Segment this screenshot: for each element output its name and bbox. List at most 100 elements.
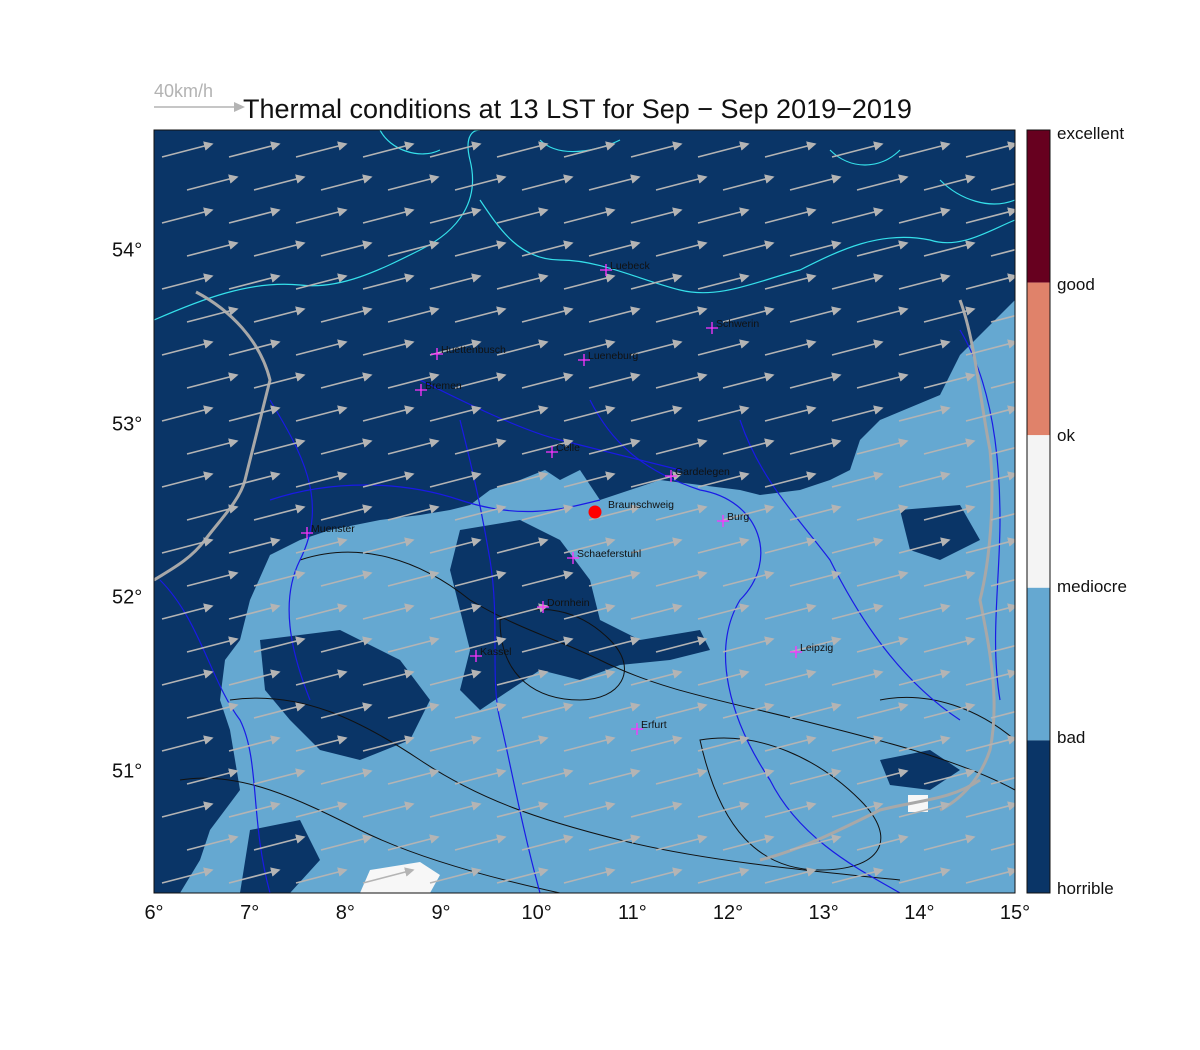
city-erfurt[interactable]: Erfurt [631, 719, 667, 735]
city-schaeferstuhl[interactable]: Schaeferstuhl [567, 548, 641, 564]
wind-arrow-icon [295, 141, 348, 158]
wind-arrow-icon [789, 636, 842, 653]
city-dornhein[interactable]: Dornhein [537, 597, 590, 613]
wind-arrow-icon [856, 702, 909, 719]
wind-arrow-icon [923, 636, 976, 653]
wind-arrow-icon [898, 405, 951, 422]
wind-arrow-icon [965, 273, 1015, 290]
wind-arrow-icon [253, 240, 306, 257]
wind-arrow-icon [789, 240, 842, 257]
city-label: Kassel [480, 646, 512, 658]
wind-arrow-icon [521, 636, 574, 653]
wind-arrow-icon [429, 141, 482, 158]
wind-arrow-icon [362, 867, 415, 884]
wind-arrow-icon [697, 405, 750, 422]
wind-arrow-icon [588, 636, 641, 653]
wind-arrow-icon [764, 273, 817, 290]
wind-arrow-icon [563, 141, 616, 158]
city-leipzig[interactable]: Leipzig [790, 642, 833, 658]
city-marker-icon [665, 470, 677, 482]
wind-arrow-icon [789, 702, 842, 719]
city-lueneburg[interactable]: Lueneburg [578, 350, 638, 366]
wind-arrow-icon [764, 735, 817, 752]
city-muenster[interactable]: Muenster [301, 523, 355, 539]
wind-arrow-icon [228, 867, 281, 884]
wind-arrow-icon [563, 537, 616, 554]
wind-arrow-icon [990, 248, 1015, 257]
city-label: Leipzig [800, 642, 833, 654]
wind-arrow-icon [990, 842, 1015, 851]
city-marker-icon [717, 515, 729, 527]
wind-arrow-icon [789, 372, 842, 389]
x-tick-label: 10° [521, 902, 552, 924]
wind-arrow-icon [655, 174, 708, 191]
wind-arrow-icon [856, 174, 909, 191]
wind-arrow-icon [630, 339, 683, 356]
wind-arrow-icon [161, 801, 214, 818]
city-huettenbusch[interactable]: Huettenbusch [431, 344, 506, 360]
wind-arrow-icon [697, 141, 750, 158]
city-marker-icon [567, 552, 579, 564]
wind-arrow-icon [990, 446, 1015, 455]
wind-arrow-icon [496, 669, 549, 686]
wind-arrow-icon [965, 867, 1015, 884]
wind-arrow-icon [965, 471, 1015, 488]
wind-arrow-icon [161, 537, 214, 554]
wind-arrow-icon [831, 471, 884, 488]
city-gardelegen[interactable]: Gardelegen [665, 466, 730, 482]
wind-arrow-icon [630, 867, 683, 884]
wind-arrow-icon [429, 867, 482, 884]
wind-arrow-icon [722, 636, 775, 653]
x-tick-label: 9° [431, 902, 451, 924]
wind-arrow-icon [856, 306, 909, 323]
wind-arrow-icon [429, 405, 482, 422]
city-luebeck[interactable]: Luebeck [600, 260, 650, 276]
city-bremen[interactable]: Bremen [415, 380, 462, 396]
wind-arrow-icon [990, 710, 1015, 719]
wind-arrow-icon [563, 471, 616, 488]
wind-arrow-icon [253, 636, 306, 653]
wind-arrow-icon [965, 537, 1015, 554]
wind-arrow-icon [186, 636, 239, 653]
city-braunschweig[interactable]: Braunschweig [608, 499, 674, 511]
city-kassel[interactable]: Kassel [470, 646, 512, 662]
wind-arrow-icon [764, 141, 817, 158]
wind-arrow-icon [295, 207, 348, 224]
colorbar-label-horrible: horrible [1057, 879, 1114, 898]
wind-arrow-icon [429, 801, 482, 818]
wind-arrow-icon [630, 537, 683, 554]
wind-arrow-icon [923, 372, 976, 389]
wind-arrow-icon [923, 438, 976, 455]
wind-arrow-icon [965, 801, 1015, 818]
wind-arrow-icon [521, 702, 574, 719]
city-label: Schwerin [716, 318, 759, 330]
wind-arrow-icon [253, 306, 306, 323]
wind-arrow-icon [764, 405, 817, 422]
wind-arrow-icon [295, 273, 348, 290]
city-label: Gardelegen [675, 466, 730, 478]
wind-arrow-icon [923, 306, 976, 323]
city-marker-icon [578, 354, 590, 366]
city-burg[interactable]: Burg [717, 511, 749, 527]
wind-arrow-icon [320, 768, 373, 785]
wind-arrow-icon [387, 834, 440, 851]
wind-arrow-icon [563, 801, 616, 818]
city-schwerin[interactable]: Schwerin [706, 318, 759, 334]
city-marker-icon [470, 650, 482, 662]
city-celle[interactable]: Celle [546, 442, 580, 458]
wind-arrow-icon [655, 570, 708, 587]
wind-arrow-icon [521, 306, 574, 323]
wind-arrow-icon [831, 537, 884, 554]
wind-arrow-icon [362, 141, 415, 158]
wind-arrow-icon [789, 768, 842, 785]
wind-arrow-icon [923, 504, 976, 521]
wind-arrow-icon [563, 735, 616, 752]
launch-site-marker[interactable] [588, 505, 602, 519]
white-patch [360, 862, 440, 893]
wind-arrow-icon [563, 867, 616, 884]
colorbar-segment-excellent [1027, 130, 1050, 283]
city-label: Schaeferstuhl [577, 548, 641, 560]
x-tick-label: 11° [617, 902, 647, 924]
wind-arrow-icon [697, 735, 750, 752]
